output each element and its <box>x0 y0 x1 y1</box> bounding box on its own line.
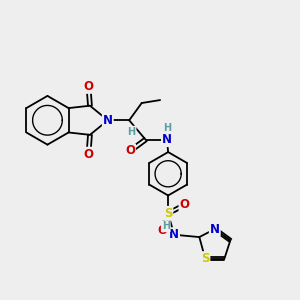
Text: S: S <box>164 207 172 220</box>
Text: O: O <box>157 224 167 237</box>
Text: H: H <box>128 127 136 136</box>
Text: N: N <box>169 228 179 241</box>
Text: N: N <box>103 114 113 127</box>
Text: O: O <box>83 148 94 161</box>
Text: S: S <box>201 252 209 265</box>
Text: O: O <box>125 144 135 158</box>
Text: H: H <box>164 123 172 133</box>
Text: O: O <box>179 199 190 212</box>
Text: H: H <box>162 221 170 231</box>
Text: O: O <box>83 80 94 93</box>
Text: N: N <box>162 133 172 146</box>
Text: N: N <box>210 223 220 236</box>
